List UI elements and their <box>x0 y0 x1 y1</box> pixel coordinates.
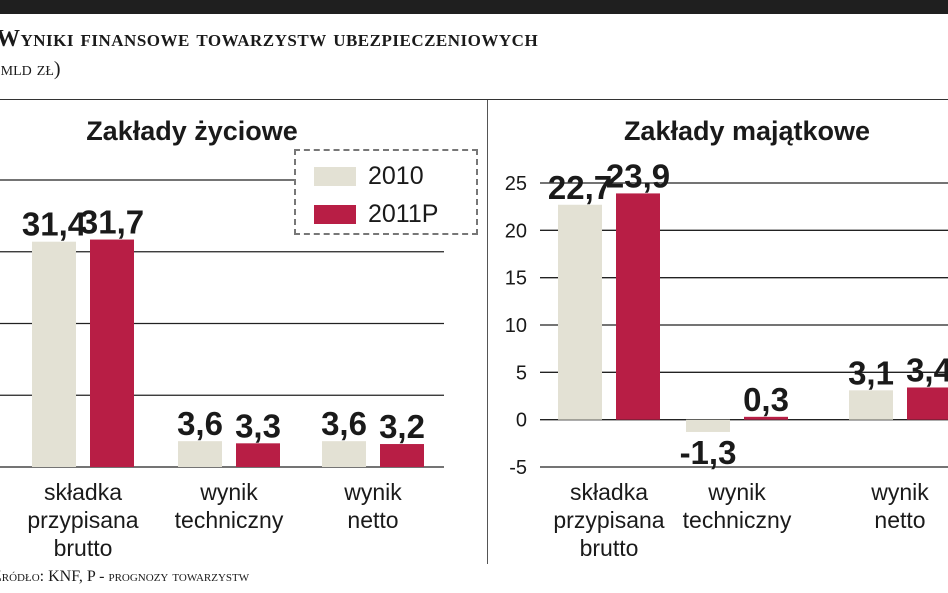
chart-1-data-label: 3,3 <box>235 407 281 444</box>
top-bar <box>0 0 948 14</box>
legend-swatch-2011p <box>314 205 356 224</box>
legend-swatch-2010 <box>314 167 356 186</box>
chart-2-y-tick-label: -5 <box>509 457 527 479</box>
chart-1-bar-2010-2 <box>178 441 222 467</box>
chart-2-category-label: wynik <box>707 479 766 505</box>
chart-subtitle: (mld zł) <box>0 58 61 80</box>
chart-title: Wyniki finansowe towarzystw ubezpieczeni… <box>0 26 539 52</box>
column-divider <box>487 100 488 564</box>
chart-1-category-label: wynik <box>343 479 402 505</box>
chart-2-bar-2011p-3 <box>907 387 948 420</box>
chart-1-bar-2011p-1 <box>90 239 134 467</box>
chart-1-data-label: 3,6 <box>321 405 367 442</box>
chart-2-y-tick-label: 5 <box>516 362 527 384</box>
chart-2-y-tick-label: 0 <box>516 410 527 432</box>
chart-1-category-label: netto <box>347 507 398 533</box>
chart-1-data-label: 3,2 <box>379 408 425 445</box>
chart-2-data-label: 22,7 <box>548 169 612 206</box>
chart-1-bar-2011p-2 <box>236 443 280 467</box>
chart-1-category-label: przypisana <box>27 507 138 533</box>
chart-2-category-label: wynik <box>870 479 929 505</box>
chart-2-data-label: 0,3 <box>743 381 789 418</box>
chart-2-y-tick-label: 15 <box>505 268 527 290</box>
chart-2-category-label: techniczny <box>683 507 792 533</box>
chart-2-data-label: 23,9 <box>606 157 670 194</box>
chart-2-category-label: przypisana <box>553 507 664 533</box>
chart-2-category-label: składka <box>570 479 648 505</box>
chart-1-category-label: brutto <box>54 535 113 561</box>
chart-2-bar-2011p-2 <box>744 416 788 420</box>
chart-1-bar-2010-1 <box>32 241 76 467</box>
chart-2-y-tick-label: 10 <box>505 315 527 337</box>
source-note: Źródło: KNF, P - prognozy towarzystw <box>0 568 250 585</box>
chart-1-bar-2010-3 <box>322 441 366 467</box>
chart-2-bar-2010-3 <box>849 390 893 420</box>
legend: 2010 2011P <box>294 149 478 235</box>
chart-1-title: Zakłady życiowe <box>86 116 298 146</box>
chart-1-data-label: 31,7 <box>80 204 144 241</box>
chart-2-title: Zakłady majątkowe <box>624 116 870 146</box>
legend-label-2010: 2010 <box>368 162 424 190</box>
chart-2-data-label: -1,3 <box>680 434 737 471</box>
legend-label-2011p: 2011P <box>368 200 439 228</box>
chart-2-y-tick-label: 25 <box>505 173 527 195</box>
title-rule <box>0 99 948 100</box>
chart-1-category-label: składka <box>44 479 122 505</box>
chart-2-data-label: 3,1 <box>848 354 894 391</box>
chart-2-bar-2010-1 <box>558 204 602 420</box>
chart-2-data-label: 3,4 <box>906 351 948 388</box>
chart-2-category-label: netto <box>874 507 925 533</box>
chart-2-bar-2011p-1 <box>616 193 660 420</box>
chart-1-data-label: 3,6 <box>177 405 223 442</box>
chart-2-category-label: brutto <box>580 535 639 561</box>
chart-1-category-label: techniczny <box>175 507 284 533</box>
chart-1-bar-2011p-3 <box>380 444 424 467</box>
chart-1-category-label: wynik <box>199 479 258 505</box>
chart-1-data-label: 31,4 <box>22 206 87 243</box>
chart-2-bar-2010-2 <box>686 419 730 432</box>
chart-2-y-tick-label: 20 <box>505 220 527 242</box>
